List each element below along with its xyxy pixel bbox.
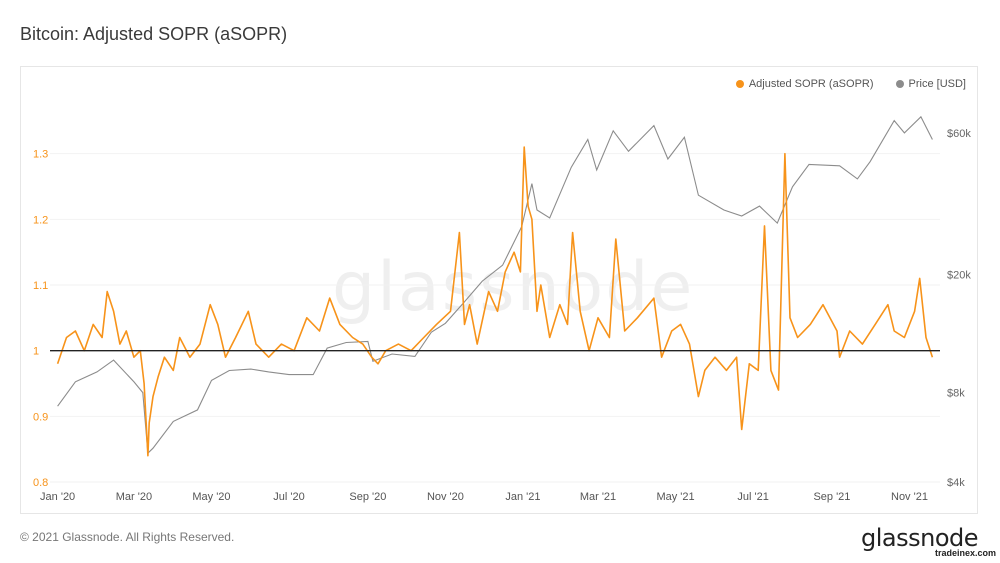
watermark: glassnode xyxy=(332,248,695,327)
x-tick-label: Nov '21 xyxy=(891,491,928,503)
series-line-price xyxy=(57,115,933,455)
y-right-tick-label: $60k xyxy=(947,128,971,140)
x-tick-label: Mar '20 xyxy=(116,491,152,503)
x-tick-label: Nov '20 xyxy=(427,491,464,503)
y-left-tick-label: 0.9 xyxy=(33,411,48,423)
series-line-asopr xyxy=(56,146,934,457)
legend-item-price[interactable]: Price [USD] xyxy=(895,78,966,90)
brand-logo[interactable]: glassnode xyxy=(860,524,979,552)
x-tick-label: Jan '21 xyxy=(505,491,540,503)
y-right-tick-label: $8k xyxy=(947,388,965,400)
x-tick-label: May '21 xyxy=(656,491,694,503)
source-text: tradeinex.com xyxy=(934,548,996,558)
page-title: Bitcoin: Adjusted SOPR (aSOPR) xyxy=(20,24,288,44)
legend: Adjusted SOPR (aSOPR) Price [USD] xyxy=(735,78,966,90)
price-dot-icon xyxy=(895,80,904,88)
x-tick-label: Jul '20 xyxy=(273,491,304,503)
copyright-text: © 2021 Glassnode. All Rights Reserved. xyxy=(20,530,235,544)
asopr-dot-icon xyxy=(735,80,744,88)
y-left-tick-label: 1.1 xyxy=(33,280,48,292)
x-tick-label: Sep '20 xyxy=(349,491,386,503)
legend-item-asopr[interactable]: Adjusted SOPR (aSOPR) xyxy=(735,78,874,90)
y-right-tick-label: $20k xyxy=(947,270,971,282)
y-left-tick-label: 1.3 xyxy=(33,149,48,161)
chart-frame xyxy=(20,66,978,514)
x-tick-label: Mar '21 xyxy=(580,491,616,503)
y-left-tick-label: 1 xyxy=(33,346,39,358)
x-tick-label: May '20 xyxy=(192,491,230,503)
legend-label-asopr: Adjusted SOPR (aSOPR) xyxy=(748,78,874,90)
x-tick-label: Jul '21 xyxy=(737,491,768,503)
y-right-tick-label: $4k xyxy=(947,477,965,489)
y-left-tick-label: 0.8 xyxy=(33,477,48,489)
legend-label-price: Price [USD] xyxy=(908,78,966,90)
x-tick-label: Jan '20 xyxy=(40,491,75,503)
y-left-tick-label: 1.2 xyxy=(33,214,48,226)
x-tick-label: Sep '21 xyxy=(813,491,850,503)
